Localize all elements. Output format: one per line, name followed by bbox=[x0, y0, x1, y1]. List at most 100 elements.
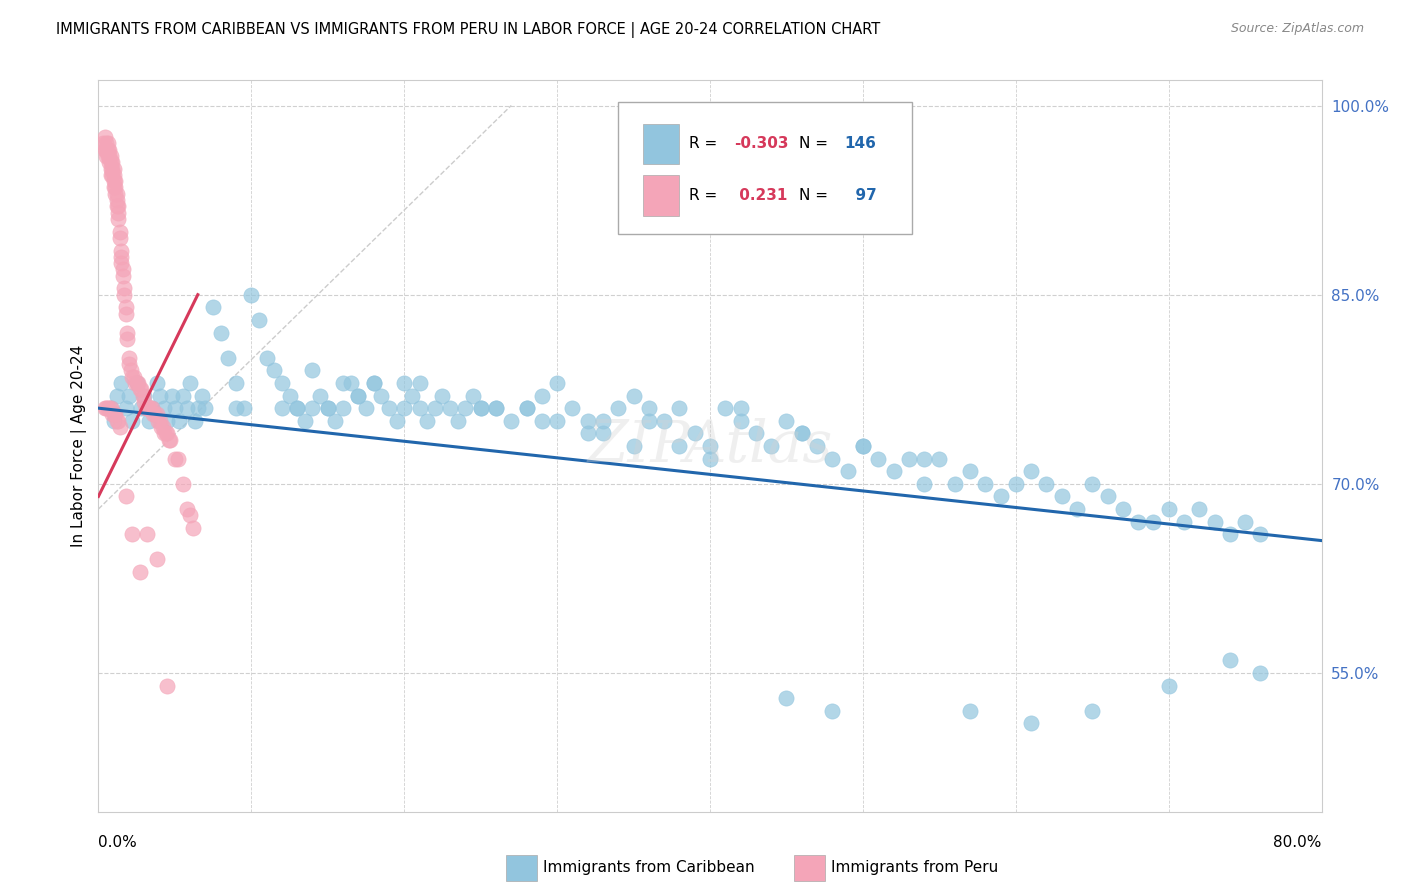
Point bbox=[111, 262, 134, 277]
Point bbox=[134, 388, 156, 402]
Point bbox=[94, 401, 117, 416]
Point bbox=[363, 376, 385, 390]
Point bbox=[363, 376, 385, 390]
Point bbox=[1142, 515, 1164, 529]
Point bbox=[159, 433, 181, 447]
Point bbox=[623, 439, 645, 453]
Point bbox=[93, 401, 115, 416]
Point bbox=[194, 401, 217, 416]
Text: 0.231: 0.231 bbox=[734, 187, 787, 202]
Point bbox=[592, 426, 614, 441]
Point bbox=[153, 426, 176, 441]
Point bbox=[730, 401, 752, 416]
Point bbox=[134, 395, 156, 409]
Point bbox=[470, 401, 492, 416]
Point bbox=[108, 231, 131, 245]
Point bbox=[100, 149, 122, 163]
Point bbox=[93, 143, 115, 157]
Point bbox=[516, 401, 538, 416]
Point bbox=[121, 369, 143, 384]
Point bbox=[105, 414, 128, 428]
Point bbox=[1219, 527, 1241, 541]
Point bbox=[145, 408, 167, 422]
Point bbox=[93, 130, 115, 145]
Text: N =: N = bbox=[800, 136, 834, 152]
Point bbox=[1081, 476, 1104, 491]
Point bbox=[990, 490, 1012, 504]
Point bbox=[943, 476, 966, 491]
Point bbox=[852, 439, 875, 453]
Point bbox=[103, 168, 125, 182]
Point bbox=[232, 401, 254, 416]
Point bbox=[378, 401, 401, 416]
Point bbox=[179, 508, 201, 523]
Point bbox=[91, 136, 114, 151]
Point bbox=[928, 451, 950, 466]
Text: R =: R = bbox=[689, 136, 723, 152]
Point bbox=[100, 168, 122, 182]
Point bbox=[153, 401, 176, 416]
Point bbox=[156, 414, 179, 428]
Point bbox=[247, 313, 270, 327]
Point bbox=[98, 401, 121, 416]
Point bbox=[714, 401, 737, 416]
Point bbox=[150, 420, 173, 434]
Point bbox=[101, 161, 124, 176]
Point bbox=[163, 401, 186, 416]
Point bbox=[152, 420, 174, 434]
Point bbox=[1219, 653, 1241, 667]
Point bbox=[745, 426, 768, 441]
Point bbox=[104, 180, 127, 194]
Point bbox=[117, 332, 139, 346]
Point bbox=[1204, 515, 1226, 529]
Point bbox=[115, 300, 138, 314]
Point bbox=[852, 439, 875, 453]
Point bbox=[301, 363, 323, 377]
Point bbox=[118, 388, 141, 402]
Point bbox=[179, 376, 201, 390]
Point bbox=[225, 401, 247, 416]
Point bbox=[156, 679, 179, 693]
Point bbox=[485, 401, 508, 416]
Point bbox=[1188, 502, 1211, 516]
Point bbox=[132, 388, 155, 402]
Point bbox=[129, 401, 152, 416]
Point bbox=[112, 287, 135, 301]
Point bbox=[138, 401, 160, 416]
Point bbox=[176, 401, 198, 416]
Point bbox=[408, 401, 430, 416]
Point bbox=[97, 401, 120, 416]
Point bbox=[160, 388, 183, 402]
Point bbox=[501, 414, 523, 428]
Text: 80.0%: 80.0% bbox=[1274, 836, 1322, 850]
Point bbox=[447, 414, 470, 428]
Point bbox=[98, 155, 121, 169]
Point bbox=[172, 388, 194, 402]
Point bbox=[1173, 515, 1195, 529]
Point bbox=[339, 376, 361, 390]
Point bbox=[576, 414, 599, 428]
Point bbox=[103, 174, 125, 188]
Point bbox=[790, 426, 813, 441]
Point bbox=[1249, 527, 1271, 541]
Point bbox=[110, 250, 132, 264]
Text: 0.0%: 0.0% bbox=[98, 836, 138, 850]
Point bbox=[217, 351, 239, 365]
Point bbox=[135, 401, 157, 416]
Point bbox=[392, 401, 416, 416]
Point bbox=[561, 401, 583, 416]
Point bbox=[145, 376, 167, 390]
Point bbox=[115, 490, 138, 504]
Point bbox=[294, 414, 316, 428]
Point bbox=[912, 476, 935, 491]
Point bbox=[100, 401, 122, 416]
Point bbox=[1097, 490, 1119, 504]
Point bbox=[98, 143, 121, 157]
Point bbox=[184, 414, 207, 428]
Point bbox=[347, 388, 370, 402]
Point bbox=[104, 186, 127, 201]
Point bbox=[607, 401, 630, 416]
Point bbox=[270, 401, 292, 416]
Point bbox=[111, 268, 134, 283]
Point bbox=[759, 439, 782, 453]
